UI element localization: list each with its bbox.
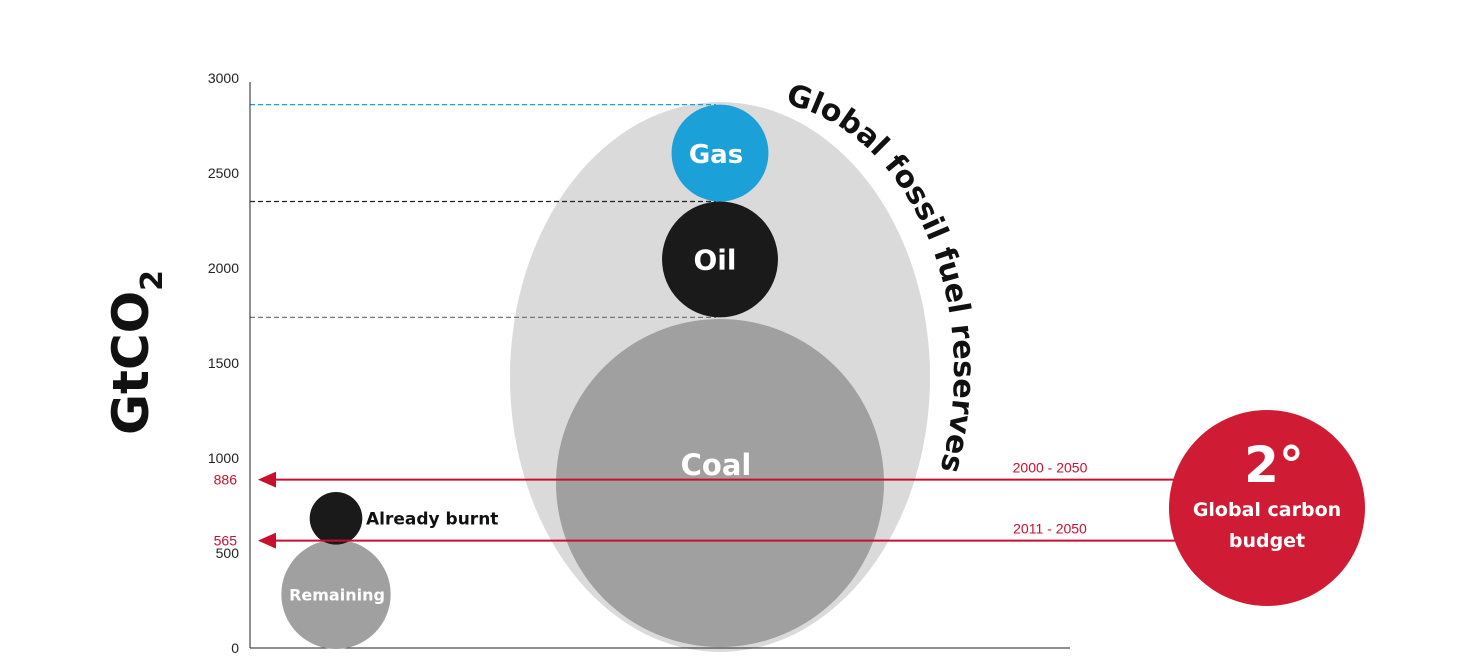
budget-badge-subtitle-line1: Global carbon [1193, 499, 1341, 521]
y-tick-label-0: 0 [231, 640, 239, 656]
budget-tick-886: 886 [214, 472, 238, 488]
y-axis-title-text: GtCO2 [102, 270, 170, 435]
y-tick-labels: 0 500 1000 1500 2000 2500 3000 [208, 70, 239, 656]
budget-bubbles: Remaining Already burnt [281, 492, 498, 649]
coal-bubble [556, 319, 884, 647]
y-axis-title: GtCO2 [102, 270, 170, 435]
budget-tick-565: 565 [214, 533, 238, 549]
y-tick-label-1000: 1000 [208, 450, 239, 466]
reserve-bubbles: Coal Oil Gas [556, 104, 884, 647]
budget-badge-title: 2° [1244, 436, 1304, 494]
already-burnt-label: Already burnt [366, 509, 498, 529]
y-tick-label-3000: 3000 [208, 70, 239, 86]
budget-tick-labels: 565 886 [214, 472, 238, 549]
gas-label: Gas [689, 140, 743, 170]
y-tick-label-1500: 1500 [208, 355, 239, 371]
coal-label: Coal [681, 448, 752, 482]
y-tick-label-500: 500 [216, 545, 240, 561]
budget-arrows: 2000 - 2050 2011 - 2050 [258, 460, 1175, 549]
oil-bubble [662, 201, 778, 318]
budget-range-label-2000-2050: 2000 - 2050 [1013, 460, 1088, 476]
y-tick-label-2000: 2000 [208, 260, 239, 276]
budget-badge-circle [1169, 410, 1365, 606]
gas-bubble [671, 104, 769, 202]
y-tick-label-2500: 2500 [208, 165, 239, 181]
remaining-bubble [281, 539, 391, 649]
budget-range-label-2011-2050: 2011 - 2050 [1013, 521, 1087, 537]
already-burnt-bubble [309, 492, 363, 545]
remaining-label: Remaining [289, 585, 385, 604]
budget-badge: 2° Global carbon budget [1169, 410, 1365, 606]
budget-badge-subtitle-line2: budget [1229, 530, 1305, 552]
oil-label: Oil [694, 243, 737, 276]
reference-lines [250, 103, 716, 319]
